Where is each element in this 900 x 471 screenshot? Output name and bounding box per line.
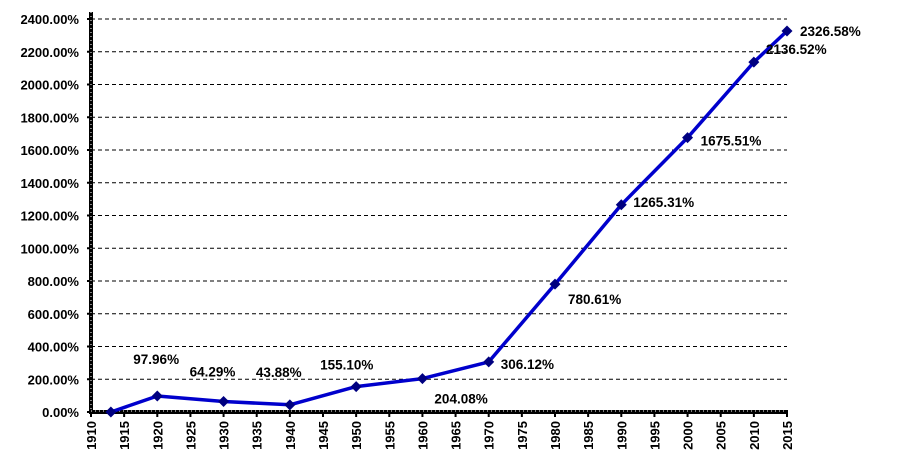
- diamond-marker: [781, 25, 793, 37]
- x-tick-label: 1955: [382, 421, 397, 450]
- diamond-marker: [549, 278, 561, 290]
- x-tick-label: 1960: [415, 421, 430, 450]
- x-tick-label: 2000: [681, 421, 696, 450]
- x-tick-label: 1930: [217, 421, 232, 450]
- y-tick-label: 600.00%: [28, 307, 80, 322]
- data-label: 43.88%: [256, 365, 302, 380]
- x-tick-label: 1965: [449, 421, 464, 450]
- x-tick-label: 1920: [150, 421, 165, 450]
- y-tick-label: 1200.00%: [20, 209, 79, 224]
- data-label: 1265.31%: [633, 195, 694, 210]
- data-label: 2136.52%: [766, 42, 827, 57]
- data-label: 306.12%: [501, 357, 554, 372]
- diamond-marker: [615, 199, 627, 211]
- x-tick-label: 1970: [482, 421, 497, 450]
- x-tick-label: 1950: [349, 421, 364, 450]
- diamond-marker: [350, 381, 362, 393]
- x-tick-label: 1995: [647, 421, 662, 450]
- diamond-marker: [483, 356, 495, 368]
- y-tick-label: 1600.00%: [20, 143, 79, 158]
- data-label: 64.29%: [190, 364, 236, 379]
- x-axis-tick-labels: 1910 1915 1920 1925 1930 1935 1940 1945 1950 1955…: [84, 421, 795, 450]
- data-label: 1675.51%: [701, 134, 762, 149]
- data-label: 2326.58%: [800, 24, 861, 39]
- data-label: 204.08%: [434, 392, 487, 407]
- x-tick-label: 1940: [283, 421, 298, 450]
- x-tick-label: 1915: [117, 421, 132, 450]
- x-tick-label: 1975: [515, 421, 530, 450]
- x-tick-label: 1925: [183, 421, 198, 450]
- y-tick-label: 0.00%: [42, 405, 79, 420]
- diamond-marker: [284, 399, 296, 411]
- x-tick-label: 1980: [548, 421, 563, 450]
- y-tick-label: 2400.00%: [20, 12, 79, 27]
- x-tick-label: 2015: [780, 421, 795, 450]
- x-tick-label: 2010: [747, 421, 762, 450]
- x-tick-label: 1985: [581, 421, 596, 450]
- y-axis-tick-labels: 0.00% 200.00% 400.00% 600.00% 800.00% 1000.00…: [20, 12, 79, 420]
- diamond-marker: [682, 132, 694, 144]
- data-series: [105, 25, 793, 418]
- y-tick-label: 1800.00%: [20, 110, 79, 125]
- y-tick-label: 2200.00%: [20, 45, 79, 60]
- series-line: [110, 29, 789, 414]
- axes: [87, 12, 788, 417]
- data-label: 155.10%: [320, 358, 373, 373]
- y-tick-label: 200.00%: [28, 372, 80, 387]
- diamond-marker: [105, 406, 117, 418]
- x-tick-label: 2005: [714, 421, 729, 450]
- x-tick-label: 1935: [250, 421, 265, 450]
- y-tick-label: 400.00%: [28, 340, 80, 355]
- y-tick-label: 2000.00%: [20, 78, 79, 93]
- y-tick-label: 1000.00%: [20, 241, 79, 256]
- data-labels: 97.96% 64.29% 43.88% 155.10% 204.08% 306.12% 7…: [133, 24, 861, 407]
- x-tick-label: 1910: [84, 421, 99, 450]
- diamond-marker: [416, 373, 428, 385]
- y-tick-label: 800.00%: [28, 274, 80, 289]
- x-tick-label: 1990: [614, 421, 629, 450]
- x-tick-label: 1945: [316, 421, 331, 450]
- y-tick-label: 1400.00%: [20, 176, 79, 191]
- diamond-marker: [218, 395, 230, 407]
- data-label: 780.61%: [568, 292, 621, 307]
- diamond-marker: [151, 390, 163, 402]
- diamond-marker: [748, 56, 760, 68]
- gridlines: [91, 18, 787, 380]
- data-label: 97.96%: [133, 352, 179, 367]
